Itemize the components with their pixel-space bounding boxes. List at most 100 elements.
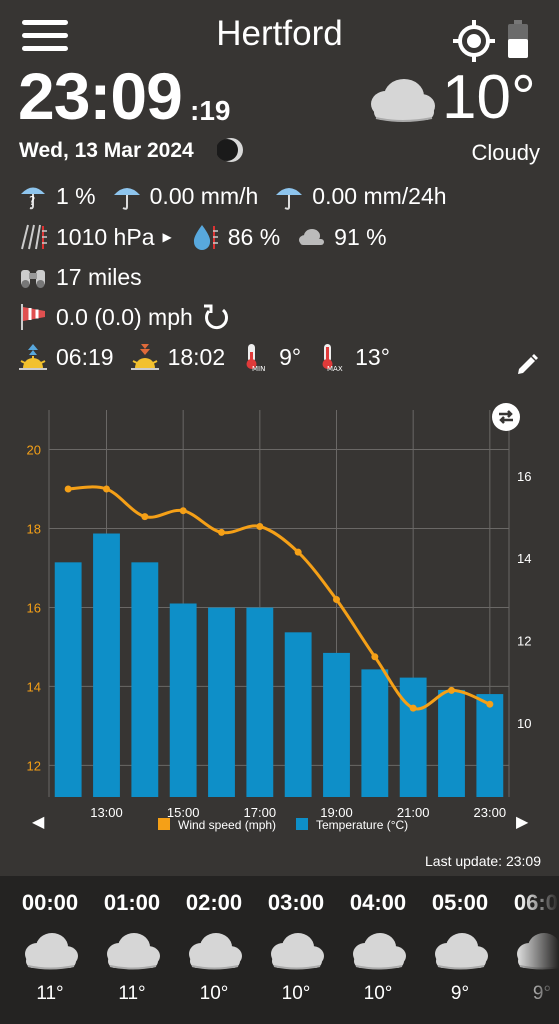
city-name[interactable]: Hertford — [216, 14, 343, 53]
y-left-tick-label: 14 — [27, 679, 41, 694]
x-tick-label: 15:00 — [167, 805, 200, 820]
y-right-tick-label: 16 — [517, 469, 531, 484]
temperature-bar — [54, 562, 82, 797]
cloud-icon — [371, 79, 435, 122]
locate-icon[interactable] — [452, 19, 496, 63]
hourly-item[interactable]: 02:00 10° 08:00 — [173, 876, 255, 1024]
wind-row: 0.0 (0.0) mph — [18, 301, 239, 333]
thermometer-min-icon: MIN — [246, 344, 265, 372]
refresh-icon[interactable] — [201, 302, 231, 332]
svg-text:MAX: MAX — [327, 365, 343, 372]
legend-label-wind: Wind speed (mph) — [178, 818, 276, 832]
thermometer-max-icon: MAX — [322, 344, 343, 372]
chart-next-arrow[interactable]: ▶ — [516, 814, 529, 831]
hourly-time: 00:00 — [21, 890, 79, 915]
y-left-tick-label: 16 — [27, 600, 41, 615]
cloud-cover-icon — [299, 229, 325, 245]
hourly-next-time: 10:00 — [337, 1021, 419, 1024]
hourly-item[interactable]: 01:00 11° 07:00 — [91, 876, 173, 1024]
cloud-cover-value: 91 % — [334, 223, 387, 250]
precipitation-row: ? 1 % 0.00 mm/h 0.00 mm/24h — [18, 180, 463, 212]
hourly-next-time: 07:00 — [91, 1021, 173, 1024]
umbrella-icon — [113, 188, 140, 210]
windsock-icon — [21, 304, 45, 330]
cloud-icon — [107, 933, 160, 970]
temp-max-value: 13° — [355, 343, 390, 370]
wind-speed-point — [371, 653, 379, 661]
hourly-item[interactable]: 04:00 10° 10:00 — [337, 876, 419, 1024]
hourly-item[interactable]: 05:00 9° 11:00 — [419, 876, 501, 1024]
swap-chart-icon[interactable] — [491, 402, 521, 432]
sunset-value: 18:02 — [167, 343, 226, 370]
forecast-chart: 12 14 16 18 20 10 12 14 16 13:00 15:00 17:00 19:00 21… — [27, 410, 531, 832]
cloud-icon — [435, 933, 488, 970]
current-condition: Cloudy — [471, 140, 540, 165]
rain-24h-value: 0.00 mm/24h — [312, 182, 447, 209]
date-label: Wed, 13 Mar 2024 — [19, 139, 194, 162]
humidity-value: 86 % — [227, 223, 281, 250]
umbrella-24h-icon — [276, 188, 303, 210]
hourly-time: 04:00 — [349, 890, 407, 915]
pressure-value: 1010 hPa — [56, 223, 155, 250]
temperature-bar — [323, 652, 350, 797]
pressure-trend-icon: ▶ — [162, 230, 172, 244]
y-right-tick-label: 12 — [517, 634, 531, 649]
temperature-bar — [438, 689, 465, 797]
temperature-bar — [169, 603, 197, 797]
hourly-temp: 9° — [450, 983, 470, 1004]
binoculars-icon — [21, 270, 45, 288]
temperature-bar — [208, 607, 235, 797]
moon-phase-icon — [217, 138, 243, 162]
current-temperature: 10° — [442, 63, 536, 132]
temperature-bar — [93, 533, 120, 797]
visibility-row: 17 miles — [18, 261, 158, 293]
y-right-tick-label: 10 — [517, 716, 531, 731]
wind-speed-point — [218, 528, 225, 536]
wind-speed-point — [64, 485, 72, 493]
hourly-forecast[interactable]: 00:0011°06:0001:0011°07:0002:0010°08:000… — [0, 876, 559, 1024]
chart-prev-arrow[interactable]: ◀ — [32, 814, 45, 831]
atmosphere-row: 1010 hPa ▶ 86 % 91 % — [18, 221, 403, 253]
wind-speed-point — [486, 700, 494, 708]
temperature-bar — [246, 607, 274, 797]
hourly-time: 01:00 — [103, 890, 161, 915]
hourly-time: 02:00 — [185, 890, 243, 915]
edit-icon[interactable] — [514, 352, 540, 378]
temperature-bar — [131, 562, 159, 797]
hamburger-menu-icon[interactable] — [22, 20, 68, 54]
x-tick-label: 13:00 — [90, 805, 123, 820]
wind-speed-point — [448, 686, 455, 694]
rain-chance-value: 1 % — [56, 182, 96, 209]
wind-speed-point — [179, 507, 187, 515]
x-tick-label: 21:00 — [397, 805, 430, 820]
y-left-tick-label: 12 — [27, 758, 41, 773]
legend-swatch-wind — [158, 818, 170, 830]
svg-text:?: ? — [29, 194, 35, 208]
last-update: Last update: 23:09 — [425, 853, 541, 869]
sunrise-icon — [19, 344, 47, 370]
sunrise-value: 06:19 — [56, 343, 114, 370]
cloud-icon — [271, 933, 324, 970]
x-tick-label: 19:00 — [320, 805, 353, 820]
visibility-value: 17 miles — [56, 263, 142, 290]
temperature-bar — [399, 677, 427, 797]
x-tick-label: 17:00 — [244, 805, 277, 820]
clock-seconds: :19 — [190, 95, 231, 126]
scroll-fade — [519, 876, 559, 1024]
x-tick-label: 23:00 — [474, 805, 507, 820]
wind-speed-point — [256, 522, 264, 530]
wind-value: 0.0 (0.0) mph — [56, 303, 193, 330]
hourly-next-time: 06:00 — [9, 1021, 91, 1024]
temperature-bar — [361, 669, 389, 797]
y-right-tick-label: 14 — [517, 551, 531, 566]
hourly-next-time: 11:00 — [419, 1021, 501, 1024]
cloud-icon — [189, 933, 242, 970]
hourly-item[interactable]: 00:00 11° 06:00 — [9, 876, 91, 1024]
hourly-temp: 11° — [36, 983, 64, 1004]
rain-rate-value: 0.00 mm/h — [149, 182, 259, 209]
rain-chance-icon: ? — [21, 187, 45, 210]
hourly-next-time: 09:00 — [255, 1021, 337, 1024]
hourly-next-time: 08:00 — [173, 1021, 255, 1024]
sun-temp-row: 06:19 18:02 MIN 9° MAX 13° — [18, 341, 406, 373]
hourly-item[interactable]: 03:00 10° 09:00 — [255, 876, 337, 1024]
